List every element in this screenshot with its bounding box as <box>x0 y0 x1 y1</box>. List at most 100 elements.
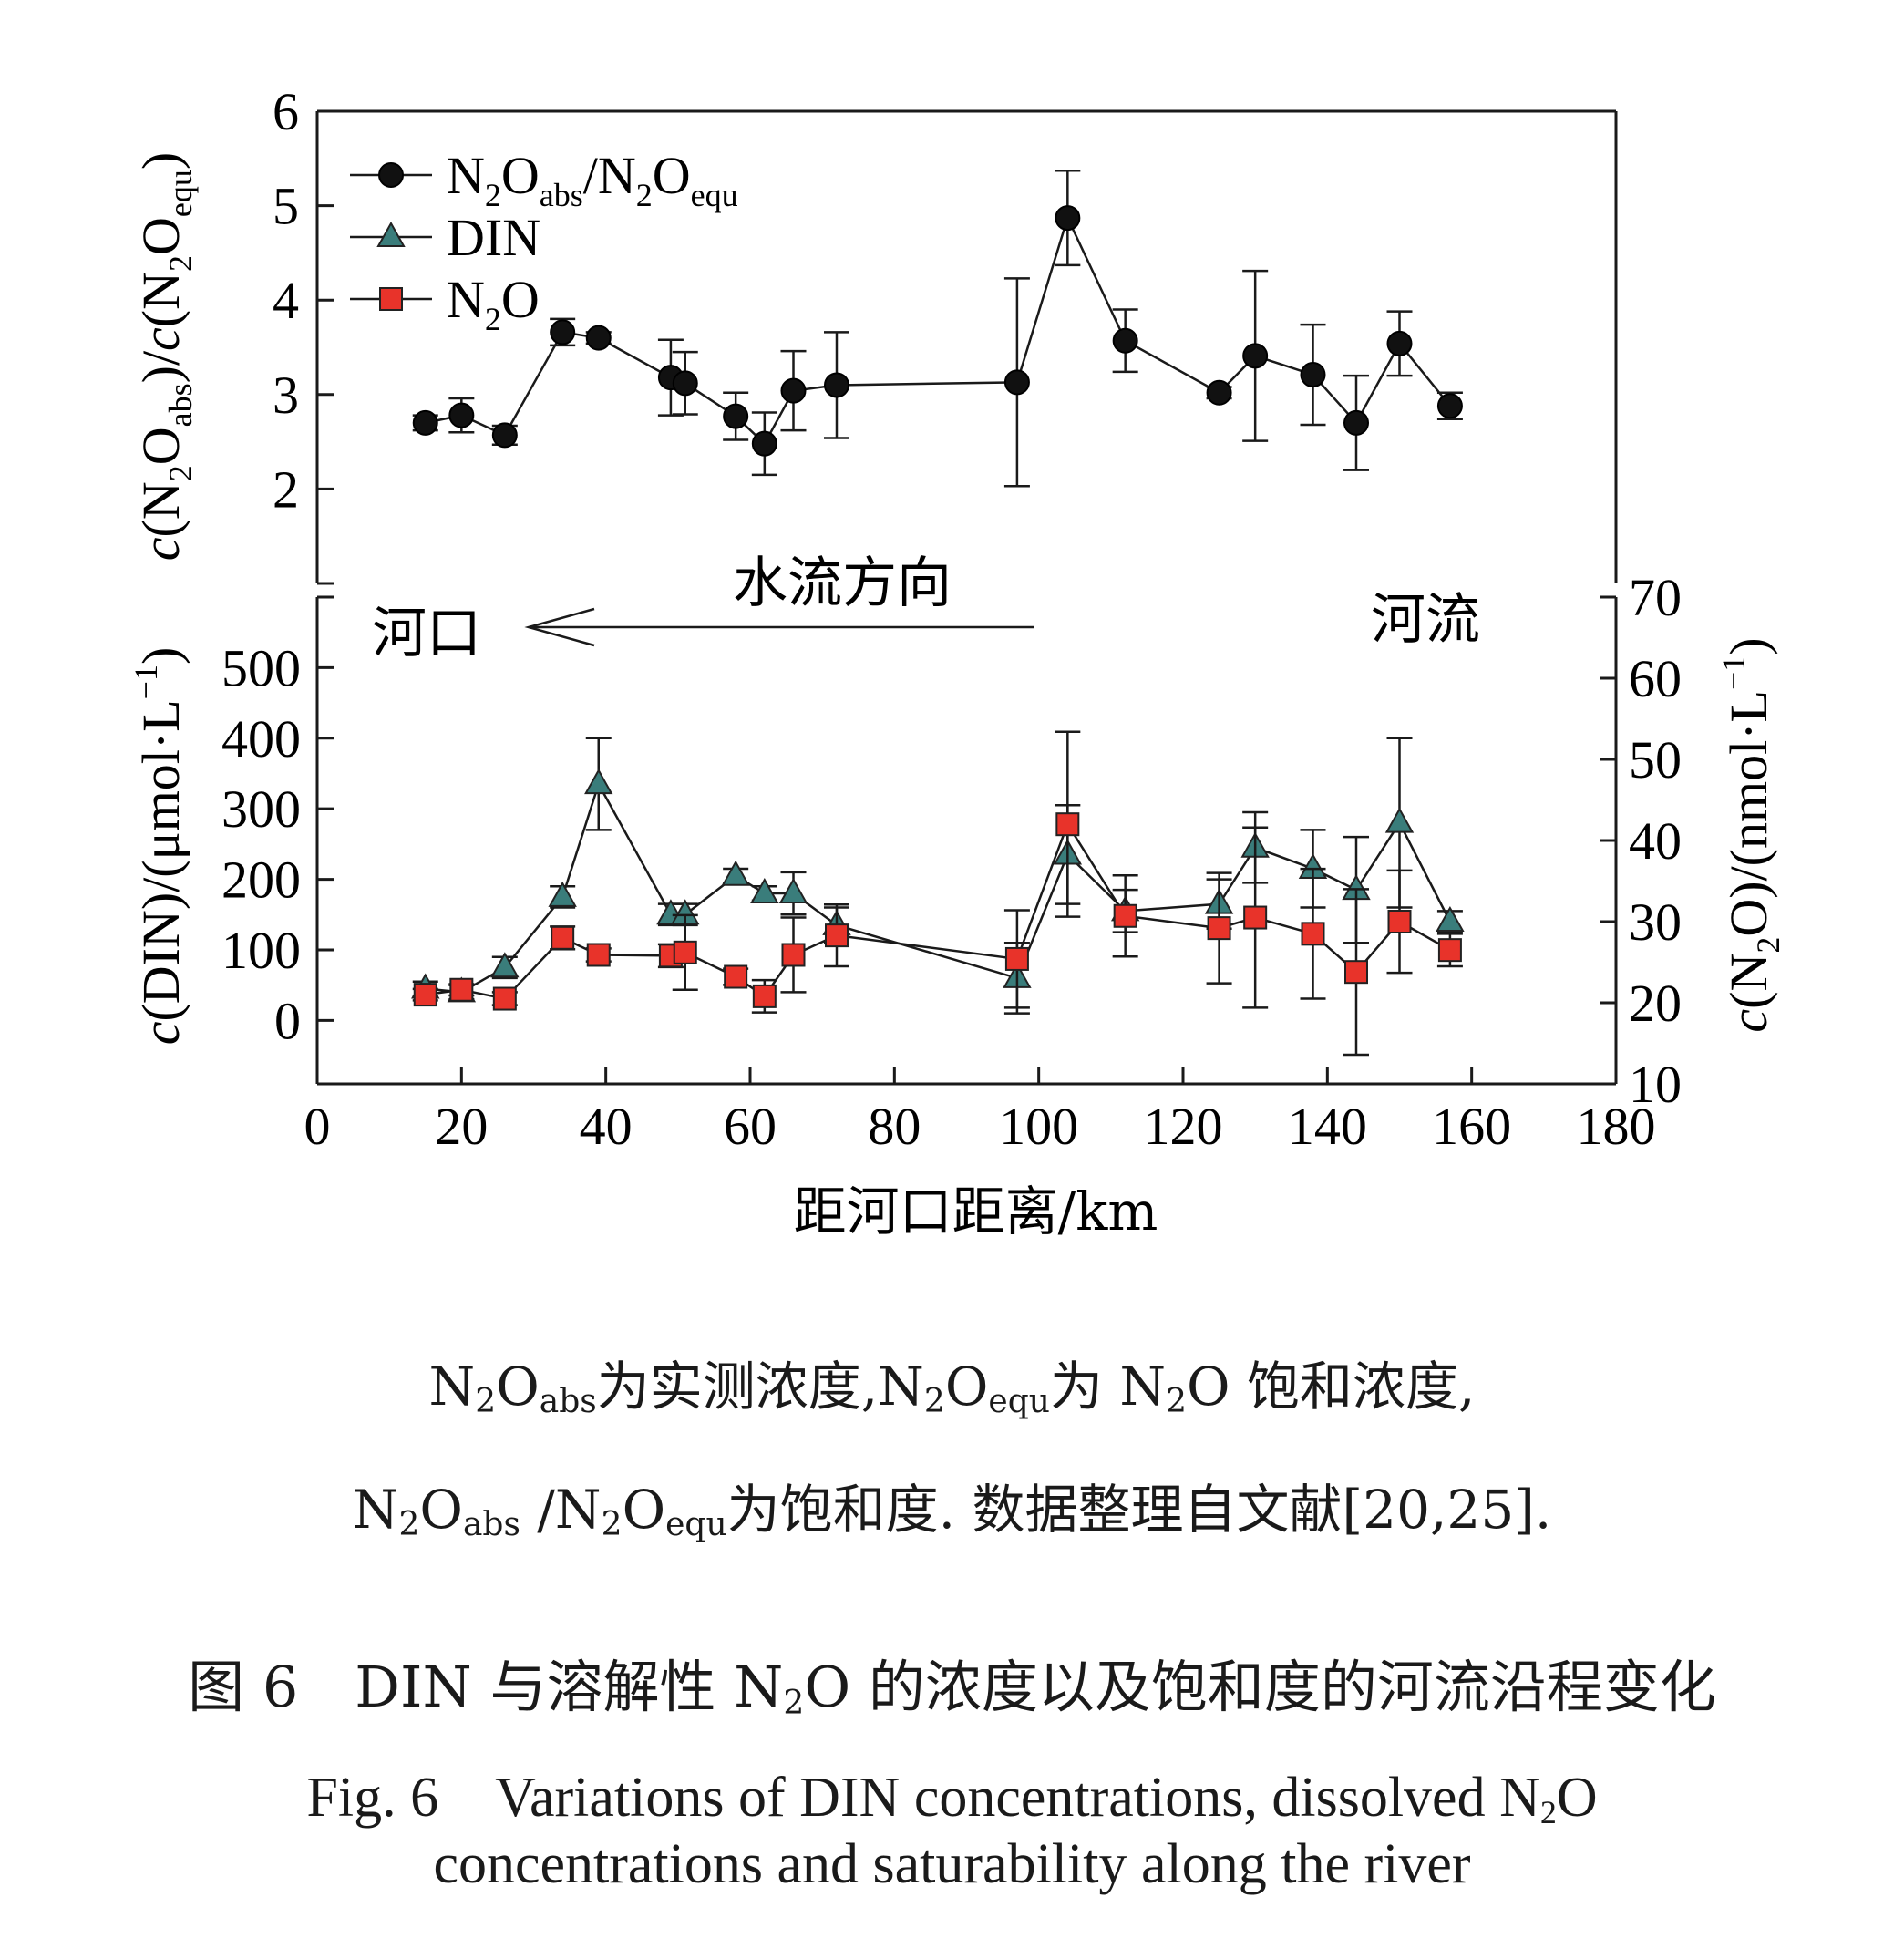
saturation-data-point <box>491 422 518 449</box>
n2o-data-point <box>1207 916 1231 941</box>
top-y-axis-label: c(N2Oabs)/c(N2Oequ) <box>131 152 199 561</box>
din-data-point <box>721 860 750 886</box>
top-y-tick-label: 2 <box>273 459 299 519</box>
x-tick-label: 60 <box>724 1097 777 1156</box>
right-y-tick-label: 60 <box>1629 649 1682 708</box>
series-n2o <box>412 730 1463 1057</box>
top-y-tick-label: 4 <box>273 271 299 330</box>
n2o-data-point <box>1301 922 1325 946</box>
figure-title-en-line-2: concentrations and saturability along th… <box>433 1833 1471 1895</box>
left-y-tick-label: 400 <box>221 709 301 768</box>
din-series-line <box>425 780 1452 994</box>
figure-title-en-line-1: Fig. 6 Variations of DIN concentrations,… <box>306 1767 1598 1830</box>
saturation-data-point <box>672 370 698 397</box>
n2o-data-point <box>1437 938 1462 963</box>
saturation-data-point <box>1386 330 1413 356</box>
saturation-data-point <box>1242 343 1269 369</box>
x-tick-label: 20 <box>435 1097 488 1156</box>
din-data-point <box>490 952 520 978</box>
saturation-data-point <box>723 403 749 429</box>
top-y-axis-label-text: c(N2Oabs)/c(N2Oequ) <box>131 152 199 561</box>
top-y-tick-label: 5 <box>273 177 299 236</box>
legend-label: N2O <box>447 270 540 337</box>
n2o-data-point <box>781 943 806 967</box>
x-tick-label: 160 <box>1432 1097 1511 1156</box>
x-tick-label: 120 <box>1144 1097 1223 1156</box>
n2o-data-point <box>1387 910 1412 933</box>
series-din <box>411 737 1465 1015</box>
legend-marker <box>378 162 404 188</box>
right-y-tick-label: 40 <box>1629 811 1682 871</box>
left-y-axis-label: c(DIN)/(μmol·L−1) <box>128 647 190 1046</box>
n2o-data-point <box>1004 946 1029 971</box>
x-tick-label: 40 <box>580 1097 633 1156</box>
x-tick-label: 0 <box>304 1097 331 1156</box>
top-y-tick-label: 3 <box>273 366 299 425</box>
saturation-data-point <box>1436 393 1463 419</box>
river-label: 河流 <box>1371 588 1480 652</box>
din-data-point <box>1436 905 1465 932</box>
caption-note: N2Oabs为实测浓度,N2Oequ为 N2O 饱和浓度, N2Oabs /N2… <box>0 1333 1904 1579</box>
n2o-data-point <box>492 986 517 1011</box>
n2o-series-line <box>425 821 1451 1000</box>
figure-title-en: Fig. 6 Variations of DIN concentrations,… <box>0 1750 1904 1897</box>
n2o-data-point <box>1243 905 1268 930</box>
left-y-tick-label: 300 <box>221 779 301 839</box>
saturation-data-point <box>824 372 849 398</box>
saturation-data-point <box>1112 327 1138 354</box>
left-y-axis-label-text: c(DIN)/(μmol·L−1) <box>128 647 190 1046</box>
x-tick-label: 180 <box>1577 1097 1656 1156</box>
left-y-tick-label: 200 <box>221 851 301 910</box>
figure-title-cn: 图 6 DIN 与溶解性 N2O 的浓度以及饱和度的河流沿程变化 <box>0 1641 1904 1723</box>
n2o-data-point <box>752 984 777 1008</box>
right-y-tick-label: 50 <box>1629 730 1682 789</box>
n2o-data-point <box>825 923 849 948</box>
din-data-point <box>750 877 779 904</box>
saturation-data-point <box>1343 409 1369 436</box>
saturation-data-point <box>585 325 612 351</box>
right-y-axis-label-text: c(N2O)/(nmol·L−1) <box>1715 637 1786 1032</box>
saturation-data-point <box>1003 369 1030 396</box>
series-n2oabs-n2oequ <box>412 170 1463 488</box>
right-y-tick-label: 70 <box>1629 568 1682 627</box>
x-tick-label: 100 <box>999 1097 1078 1156</box>
n2o-data-point <box>1113 903 1137 928</box>
right-y-tick-label: 30 <box>1629 892 1682 952</box>
n2o-data-point <box>413 983 437 1007</box>
n2o-data-point <box>1055 812 1080 837</box>
din-data-point <box>778 877 808 904</box>
saturation-data-point <box>1300 362 1326 388</box>
saturation-data-point <box>448 402 475 428</box>
din-data-point <box>548 881 577 907</box>
flow-direction-label: 水流方向 <box>733 552 952 615</box>
n2o-data-point <box>1344 960 1368 985</box>
n2o-data-point <box>673 940 697 964</box>
n2o-data-point <box>449 977 474 1002</box>
caption-note-line-1: N2Oabs为实测浓度,N2Oequ为 N2O 饱和浓度, <box>428 1356 1476 1420</box>
caption-note-line-2: N2Oabs /N2Oequ为饱和度. 数据整理自文献[20,25]. <box>352 1479 1552 1543</box>
saturation-series-line <box>425 214 1451 446</box>
legend-marker <box>376 221 406 247</box>
left-y-tick-label: 0 <box>274 991 301 1050</box>
saturation-data-point <box>1206 379 1232 406</box>
left-y-tick-label: 500 <box>221 638 301 697</box>
figure-title-cn-text: 图 6 DIN 与溶解性 N2O 的浓度以及饱和度的河流沿程变化 <box>188 1654 1716 1722</box>
din-data-point <box>1384 807 1415 833</box>
legend-marker <box>379 287 403 311</box>
saturation-data-point <box>751 430 777 457</box>
marks-layer <box>411 170 1465 1057</box>
n2o-data-point <box>586 943 611 967</box>
legend-label: N2Oabs/N2Oequ <box>447 146 738 213</box>
legend-label: DIN <box>447 208 540 267</box>
x-tick-label: 140 <box>1288 1097 1367 1156</box>
flow-arrow-head <box>524 607 595 647</box>
right-y-axis-label: c(N2O)/(nmol·L−1) <box>1715 637 1786 1032</box>
left-y-tick-label: 100 <box>221 921 301 980</box>
din-data-point <box>584 768 613 795</box>
x-tick-label: 80 <box>868 1097 921 1156</box>
saturation-data-point <box>1055 205 1081 232</box>
